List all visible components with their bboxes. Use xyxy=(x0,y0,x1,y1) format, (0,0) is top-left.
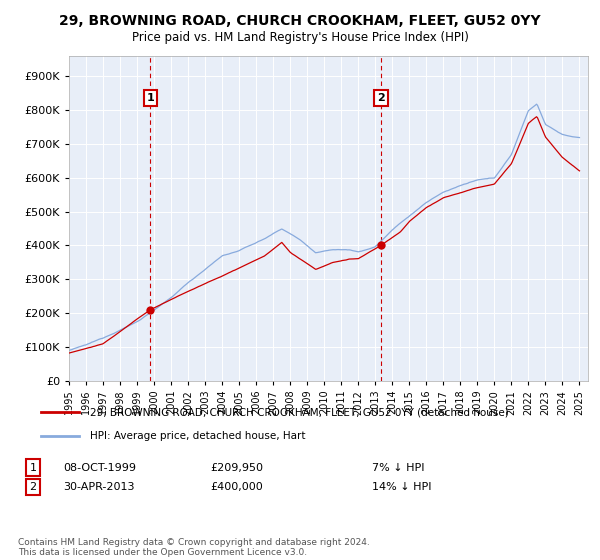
Text: 14% ↓ HPI: 14% ↓ HPI xyxy=(372,482,431,492)
Text: 29, BROWNING ROAD, CHURCH CROOKHAM, FLEET, GU52 0YY (detached house): 29, BROWNING ROAD, CHURCH CROOKHAM, FLEE… xyxy=(90,408,509,418)
Text: 1: 1 xyxy=(29,463,37,473)
Text: HPI: Average price, detached house, Hart: HPI: Average price, detached house, Hart xyxy=(90,431,305,441)
Text: 2: 2 xyxy=(29,482,37,492)
Text: 29, BROWNING ROAD, CHURCH CROOKHAM, FLEET, GU52 0YY: 29, BROWNING ROAD, CHURCH CROOKHAM, FLEE… xyxy=(59,14,541,28)
Text: £400,000: £400,000 xyxy=(210,482,263,492)
Text: 08-OCT-1999: 08-OCT-1999 xyxy=(63,463,136,473)
Text: 30-APR-2013: 30-APR-2013 xyxy=(63,482,134,492)
Text: Price paid vs. HM Land Registry's House Price Index (HPI): Price paid vs. HM Land Registry's House … xyxy=(131,31,469,44)
Text: Contains HM Land Registry data © Crown copyright and database right 2024.
This d: Contains HM Land Registry data © Crown c… xyxy=(18,538,370,557)
Text: £209,950: £209,950 xyxy=(210,463,263,473)
Text: 7% ↓ HPI: 7% ↓ HPI xyxy=(372,463,425,473)
Text: 2: 2 xyxy=(377,93,385,103)
Text: 1: 1 xyxy=(146,93,154,103)
